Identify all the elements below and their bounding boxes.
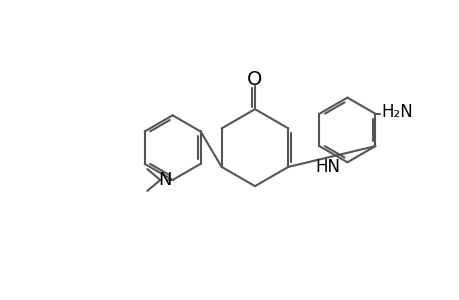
Text: H₂N: H₂N bbox=[381, 103, 413, 121]
Text: O: O bbox=[247, 70, 262, 89]
Text: N: N bbox=[158, 171, 171, 189]
Text: HN: HN bbox=[315, 158, 340, 176]
